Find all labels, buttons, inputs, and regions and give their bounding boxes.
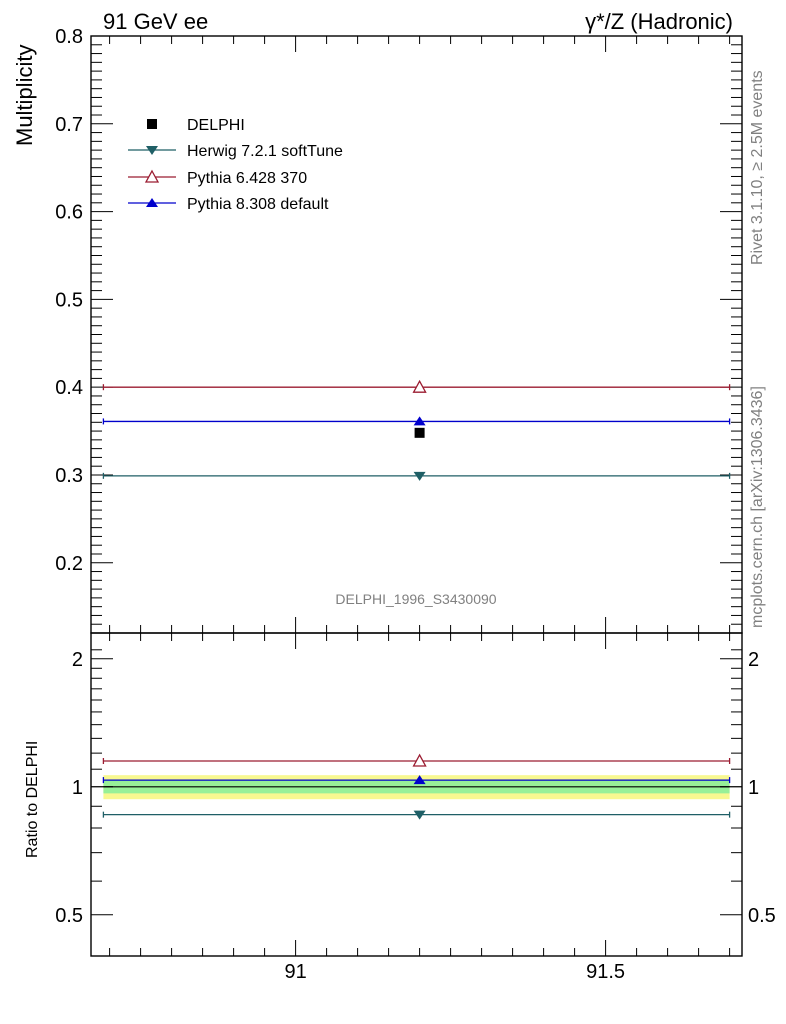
header-right: γ*/Z (Hadronic) (585, 9, 733, 34)
ratio-panel: 0.5 0.5 1 1 2 2 91 91.5 (55, 632, 776, 983)
x-tick-labels: 91 91.5 (284, 961, 625, 983)
ratio-ticks (91, 633, 742, 957)
ratio-ytick-label-right: 2 (748, 649, 759, 671)
header-left: 91 GeV ee (103, 9, 208, 34)
rivet-label: Rivet 3.1.10, ≥ 2.5M events (749, 70, 766, 265)
main-tick-labels: 0.2 0.3 0.4 0.5 0.6 0.7 0.8 (55, 26, 83, 575)
main-series (102, 379, 731, 481)
legend-entry-pythia8: Pythia 8.308 default (128, 196, 329, 213)
main-ytick-label: 0.5 (55, 289, 83, 311)
legend-label-pythia8: Pythia 8.308 default (187, 196, 329, 213)
ratio-marker-herwig (413, 810, 426, 820)
main-ytick-label: 0.8 (55, 26, 83, 48)
ratio-series (102, 753, 731, 820)
legend-label-herwig: Herwig 7.2.1 softTune (187, 143, 343, 160)
main-ytick-label: 0.2 (55, 553, 83, 575)
main-marker-pythia8 (413, 416, 426, 426)
legend-marker-herwig (146, 146, 158, 155)
xtick-label: 91 (284, 961, 306, 983)
legend: DELPHI Herwig 7.2.1 softTune Pythia 6.42… (128, 117, 343, 213)
ratio-marker-pythia8 (413, 775, 426, 785)
ratio-ytick-label-left: 0.5 (55, 905, 83, 927)
legend-marker-pythia8 (146, 198, 158, 207)
ratio-ytick-label-right: 1 (748, 777, 759, 799)
legend-entry-delphi: DELPHI (147, 117, 245, 134)
ratio-ytick-label-left: 1 (72, 777, 83, 799)
legend-marker-pythia6 (144, 169, 160, 183)
xtick-label: 91.5 (586, 961, 625, 983)
main-panel: 0.2 0.3 0.4 0.5 0.6 0.7 0.8 (55, 26, 743, 634)
main-marker-herwig (413, 471, 426, 481)
main-ytick-label: 0.3 (55, 465, 83, 487)
main-ytick-label: 0.7 (55, 114, 83, 136)
legend-entry-herwig: Herwig 7.2.1 softTune (128, 143, 343, 160)
ratio-ytick-label-left: 2 (72, 649, 83, 671)
main-marker-pythia6 (412, 379, 427, 393)
ratio-frame (90, 632, 743, 957)
mcplots-label: mcplots.cern.ch [arXiv:1306.3436] (749, 386, 766, 628)
ratio-ylabel: Ratio to DELPHI (24, 741, 41, 858)
analysis-watermark: DELPHI_1996_S3430090 (335, 591, 496, 607)
main-ylabel: Multiplicity (12, 45, 37, 146)
main-ytick-label: 0.6 (55, 202, 83, 224)
main-ticks (91, 35, 742, 633)
ratio-marker-pythia6 (412, 753, 427, 767)
ratio-tick-labels: 0.5 0.5 1 1 2 2 (55, 649, 776, 927)
ratio-ytick-label-right: 0.5 (748, 905, 776, 927)
legend-label-delphi: DELPHI (187, 117, 245, 134)
legend-marker-delphi (147, 119, 157, 129)
main-ytick-label: 0.4 (55, 377, 83, 399)
main-marker-delphi (414, 427, 425, 438)
legend-label-pythia6: Pythia 6.428 370 (187, 170, 307, 187)
legend-entry-pythia6: Pythia 6.428 370 (128, 169, 307, 187)
